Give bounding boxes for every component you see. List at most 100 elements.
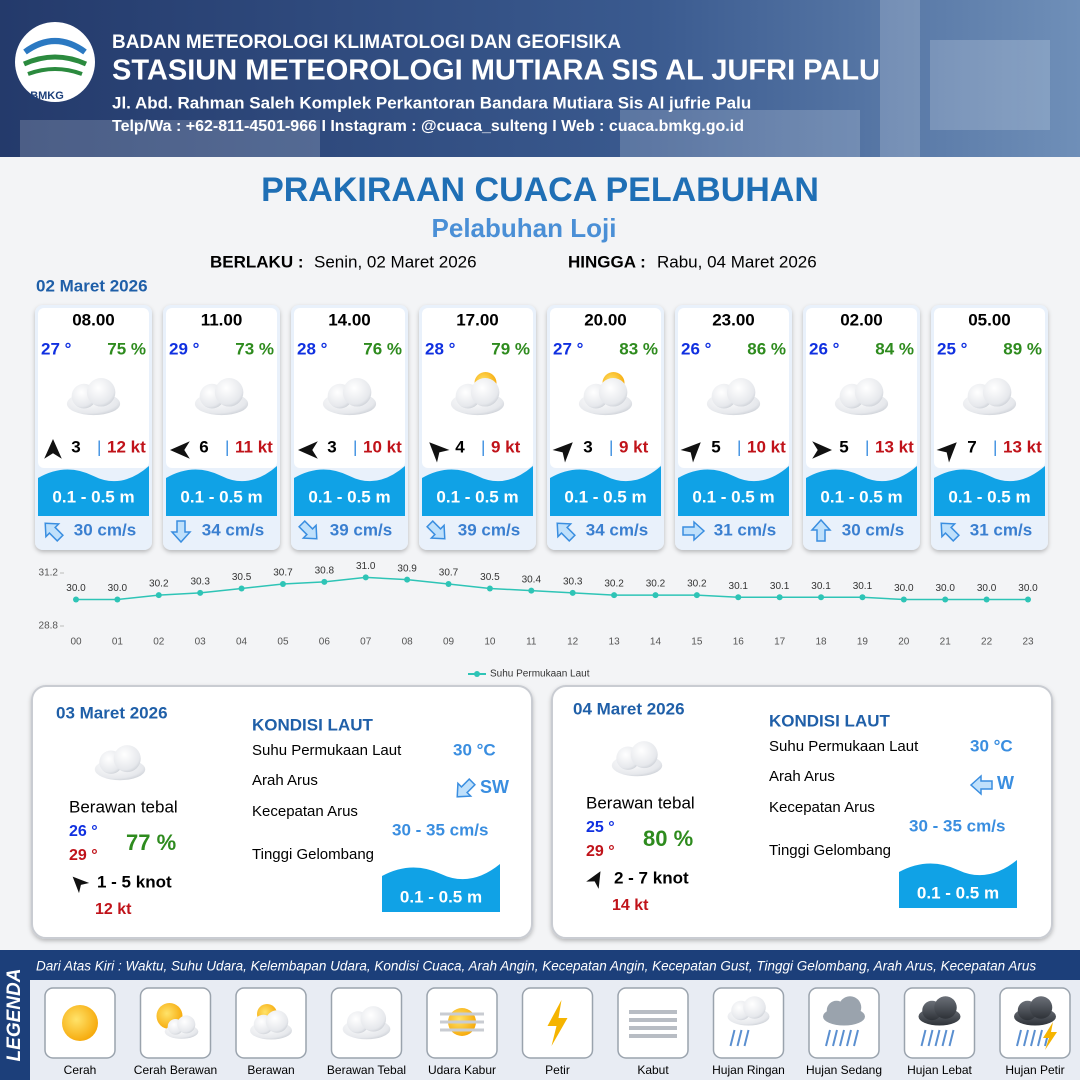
sst-value-label: 30.3: [190, 577, 210, 588]
legend-strip: [0, 950, 30, 1080]
cloud-icon: [823, 996, 865, 1026]
valid-to: Rabu, 04 Maret 2026: [657, 252, 817, 271]
sst-value-label: 30.8: [315, 565, 335, 576]
contact: Telp/Wa : +62-811-4501-966 I Instagram :…: [112, 118, 744, 135]
sst-value-label: 30.1: [853, 581, 873, 592]
rain-drop: [920, 1029, 927, 1047]
cloud-icon: [611, 741, 663, 777]
lightning: [547, 1000, 568, 1046]
rain-drop: [941, 1029, 948, 1047]
humidity: 80 %: [643, 826, 693, 851]
cloud-part: [854, 378, 884, 407]
direction-arrow: [169, 441, 190, 459]
wave-band: [38, 466, 149, 516]
humidity: 83 %: [619, 339, 658, 358]
day-date: 02 Maret 2026: [36, 276, 148, 295]
wave-height: 0.1 - 0.5 m: [436, 487, 518, 506]
cloud-part: [342, 378, 372, 407]
forecast-card: |: [803, 305, 920, 550]
gust: 12 kt: [107, 437, 146, 456]
legend-swatch-dot: [474, 671, 480, 677]
temperature: 28 °: [297, 339, 328, 358]
forecast-card: |: [419, 305, 536, 550]
wave-height: 0.1 - 0.5 m: [564, 487, 646, 506]
sst-value-label: 30.0: [935, 583, 955, 594]
separator: |: [737, 437, 741, 456]
x-tick-label: 08: [402, 637, 414, 648]
rain-drop: [1037, 1029, 1043, 1047]
humidity: 84 %: [875, 339, 914, 358]
legend-item: [617, 987, 689, 1059]
humidity: 86 %: [747, 339, 786, 358]
sst-value-label: 30.0: [977, 583, 997, 594]
cloud-icon: [164, 1015, 199, 1039]
x-tick-label: 05: [277, 637, 289, 648]
temperature: 28 °: [425, 339, 456, 358]
x-tick-label: 12: [567, 637, 579, 648]
cloud-icon: [918, 996, 961, 1026]
current-arrow: [426, 520, 446, 540]
current-speed-label: Kecepatan Arus: [252, 803, 358, 820]
temperature: 26 °: [681, 339, 712, 358]
sst-value-label: 30.3: [563, 577, 583, 588]
cloud-part: [630, 741, 658, 769]
wave-band: [934, 466, 1045, 516]
gust: 9 kt: [491, 437, 521, 456]
sst-point: [155, 592, 162, 599]
direction-arrow: [72, 876, 90, 894]
rain-drop: [736, 1029, 743, 1047]
valid-from: Senin, 02 Maret 2026: [314, 252, 477, 271]
sst-point: [652, 592, 659, 599]
direction-arrow: [586, 871, 601, 889]
cloud-part: [982, 378, 1012, 407]
wave-height: 0.1 - 0.5 m: [820, 487, 902, 506]
wave-label: Tinggi Gelombang: [252, 846, 374, 863]
humidity: 76 %: [363, 339, 402, 358]
legend-header: [30, 950, 1080, 980]
wave-height: 0.1 - 0.5 m: [400, 887, 482, 906]
sst-value-label: 30.5: [232, 572, 252, 583]
legend-title: LEGENDA: [4, 969, 25, 1062]
current-arrow: [556, 522, 576, 542]
cloud-icon: [194, 378, 249, 416]
time: 17.00: [456, 310, 499, 329]
x-tick-label: 09: [443, 637, 455, 648]
sst-value-label: 30.0: [108, 583, 128, 594]
sst-value-label: 30.9: [397, 563, 417, 574]
cloud-icon: [578, 378, 633, 416]
wind-speed: 3: [71, 437, 80, 456]
wind-range: 2 - 7 knot: [614, 868, 689, 887]
bmkg-logo: [15, 22, 95, 102]
humidity: 79 %: [491, 339, 530, 358]
current-dir-label: Arah Arus: [252, 772, 318, 789]
wind-speed: 3: [583, 437, 592, 456]
legend-item: [999, 987, 1071, 1059]
rain-drop: [846, 1029, 852, 1047]
time: 14.00: [328, 310, 371, 329]
sst-point: [362, 574, 369, 581]
sst-value-label: 30.7: [439, 568, 459, 579]
sst-point: [279, 581, 286, 588]
sst-point: [693, 592, 700, 599]
x-tick-label: 18: [815, 637, 827, 648]
sst-point: [114, 596, 121, 603]
station-name: STASIUN METEOROLOGI MUTIARA SIS AL JUFRI…: [112, 55, 880, 87]
wind-speed: 5: [711, 437, 720, 456]
rain-drop: [927, 1029, 934, 1047]
gust: 12 kt: [95, 901, 132, 918]
current-speed: 30 - 35 cm/s: [392, 820, 488, 839]
cloud-icon: [250, 1010, 292, 1040]
condition: Berawan tebal: [69, 797, 178, 816]
x-tick-label: 21: [940, 637, 952, 648]
humidity: 77 %: [126, 830, 176, 855]
cloud-part: [177, 1015, 196, 1034]
time: 20.00: [584, 310, 627, 329]
sst-value-label: 30.2: [149, 579, 169, 590]
sst-value-label: 30.0: [894, 583, 914, 594]
forecast-card: |: [35, 305, 152, 550]
sst-value: 30 °C: [453, 740, 496, 759]
cloud-icon: [450, 378, 505, 416]
current-speed: 30 cm/s: [74, 520, 136, 539]
wave-band: [422, 466, 533, 516]
